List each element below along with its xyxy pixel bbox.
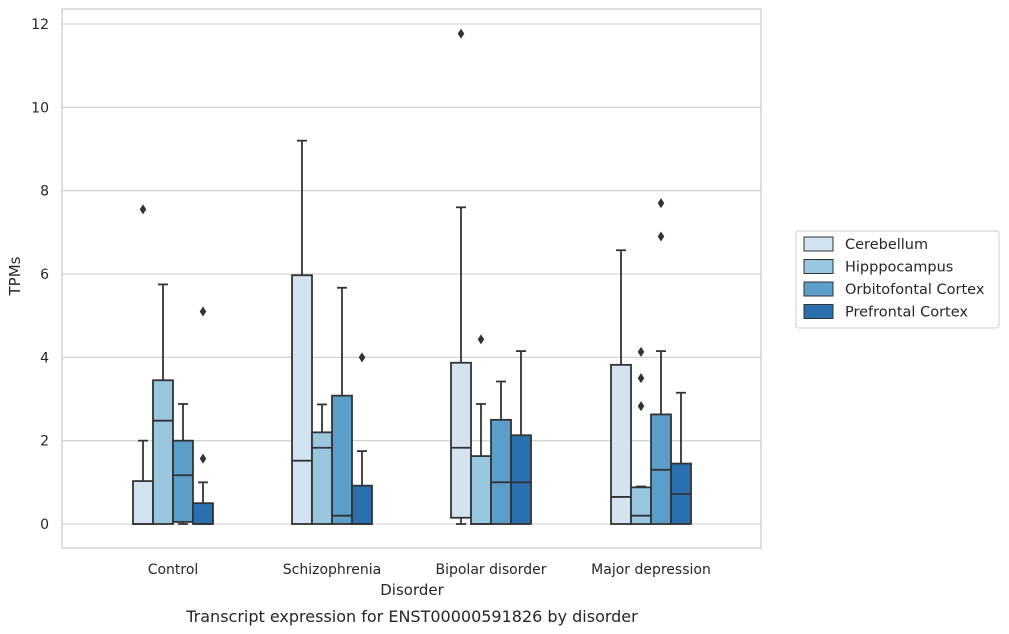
legend-swatch [803,259,834,274]
outlier-point [139,204,147,215]
box-prefrontal-cortex-control [192,306,214,525]
box-cerebellum-schizophrenia [291,139,313,525]
box-hipppocampus-major-depression [630,346,652,525]
outlier-point [657,231,665,242]
box-hipppocampus-bipolar-disorder [470,334,492,525]
outlier-point [477,334,485,345]
box-iqr [152,379,174,525]
box-iqr [132,480,154,525]
y-tick-labels: 0 2 4 6 8 10 12 [31,17,49,533]
legend-swatch [803,236,834,252]
box-iqr [291,274,313,525]
box-orbitofontal-cortex-bipolar-disorder [490,380,512,525]
box-iqr [311,431,333,525]
box-cerebellum-bipolar-disorder [450,28,472,525]
y-tick-label: 8 [40,184,49,200]
box-hipppocampus-control [152,283,174,525]
x-axis-label: Disorder [380,581,444,599]
outlier-point [637,401,645,412]
plot-frame [61,8,762,549]
outlier-point [637,346,645,357]
box-iqr [630,486,652,525]
chart-caption: Transcript expression for ENST0000059182… [185,607,638,626]
x-tick-label: Bipolar disorder [435,562,546,578]
outlier-point [358,352,366,363]
box-iqr [610,363,632,525]
x-tick-labels: Control Schizophrenia Bipolar disorder Majo… [148,562,711,578]
box-iqr [351,484,373,525]
box-iqr [172,439,194,523]
legend: Cerebellum Hipppocampus Orbitofontal Corte… [795,230,1000,329]
x-tick-label: Control [148,562,199,578]
legend-label: Cerebellum [845,237,928,253]
y-tick-label: 12 [31,17,49,33]
x-tick-label: Major depression [591,562,711,578]
box-prefrontal-cortex-bipolar-disorder [510,350,532,525]
legend-swatch [803,304,834,319]
y-tick-label: 10 [31,100,49,116]
box-prefrontal-cortex-schizophrenia [351,352,373,525]
y-axis-label: TPMs [6,256,24,296]
x-tick-label: Schizophrenia [283,562,381,578]
y-tick-label: 6 [40,267,49,283]
outlier-point [457,28,465,39]
legend-label: Hipppocampus [845,260,953,276]
outlier-point [199,453,207,464]
box-iqr [510,434,532,525]
legend-label: Orbitofontal Cortex [845,282,985,298]
outlier-point [657,198,665,209]
box-iqr [450,361,472,519]
box-orbitofontal-cortex-major-depression [650,198,672,525]
y-tick-label: 2 [40,434,49,450]
legend-label: Prefrontal Cortex [845,305,968,321]
box-cerebellum-major-depression [610,249,632,525]
y-tick-label: 4 [40,350,49,366]
box-groups [132,28,692,525]
box-iqr [470,455,492,525]
box-iqr [331,394,353,525]
legend-swatch [803,281,834,297]
box-orbitofontal-cortex-schizophrenia [331,286,353,525]
box-orbitofontal-cortex-control [172,403,194,525]
legend-frame [795,230,1000,329]
outlier-point [199,306,207,317]
box-cerebellum-control [132,204,154,525]
box-iqr [490,418,512,525]
box-prefrontal-cortex-major-depression [670,391,692,525]
outlier-point [637,373,645,384]
box-iqr [192,502,214,525]
box-hipppocampus-schizophrenia [311,403,333,525]
y-tick-label: 0 [40,517,49,533]
